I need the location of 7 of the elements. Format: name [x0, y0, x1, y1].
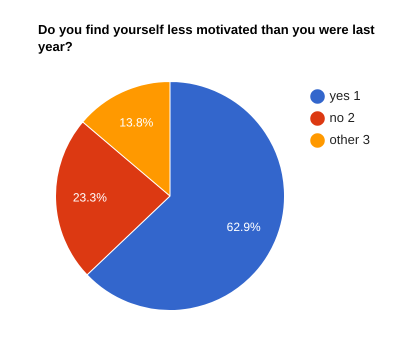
data-label: 62.9% — [226, 220, 262, 234]
legend-label: other 3 — [330, 132, 370, 148]
legend-label: yes 1 — [330, 88, 361, 104]
data-label: 23.3% — [72, 190, 108, 205]
chart-title: Do you find yourself less motivated than you were last year? — [38, 21, 376, 55]
legend-label: no 2 — [330, 110, 355, 126]
data-label: 13.8% — [119, 116, 154, 130]
